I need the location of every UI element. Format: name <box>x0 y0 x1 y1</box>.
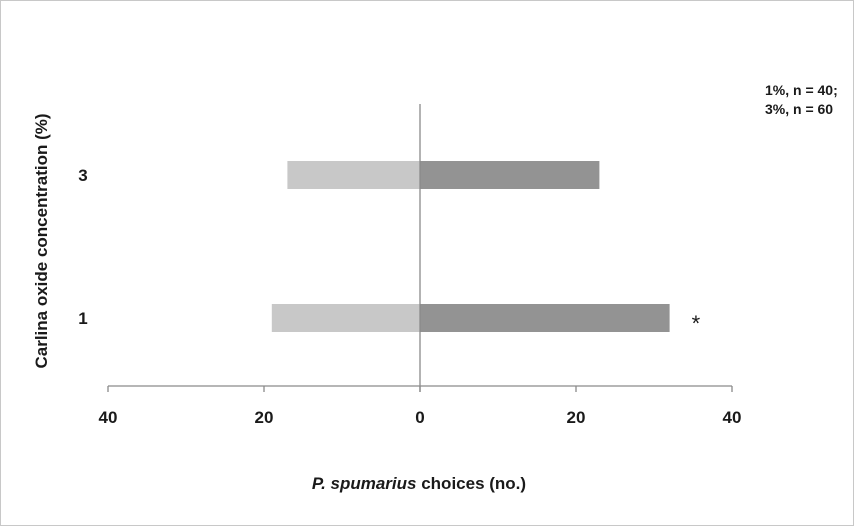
significance-mark-1: * <box>692 311 701 336</box>
x-tick-label: 0 <box>415 408 424 427</box>
bar-left-1 <box>271 304 420 332</box>
x-axis-title-italic: P. spumarius <box>312 474 417 493</box>
x-tick-label: 40 <box>99 408 118 427</box>
x-tick-labels-group: 40 20 0 20 40 <box>99 408 742 427</box>
bar-right-3 <box>420 161 600 189</box>
category-label-1: 1 <box>78 309 87 328</box>
annotation-line-2: 3%, n = 60 <box>765 101 833 117</box>
category-label-3: 3 <box>78 166 87 185</box>
bars-group <box>271 161 670 332</box>
y-axis-title: Carlina oxide concentration (%) <box>32 113 51 368</box>
bar-left-3 <box>287 161 420 189</box>
x-axis-title: P. spumarius choices (no.) <box>312 474 526 493</box>
category-labels-group: 13 <box>78 166 87 328</box>
x-tick-label: 20 <box>567 408 586 427</box>
x-ticks-group <box>107 386 733 392</box>
bar-right-1 <box>420 304 670 332</box>
annotation-line-1: 1%, n = 40; <box>765 82 838 98</box>
x-axis-title-rest: choices (no.) <box>417 474 527 493</box>
x-tick-label: 40 <box>723 408 742 427</box>
x-tick-label: 20 <box>255 408 274 427</box>
significance-marks-group: * <box>692 311 701 336</box>
